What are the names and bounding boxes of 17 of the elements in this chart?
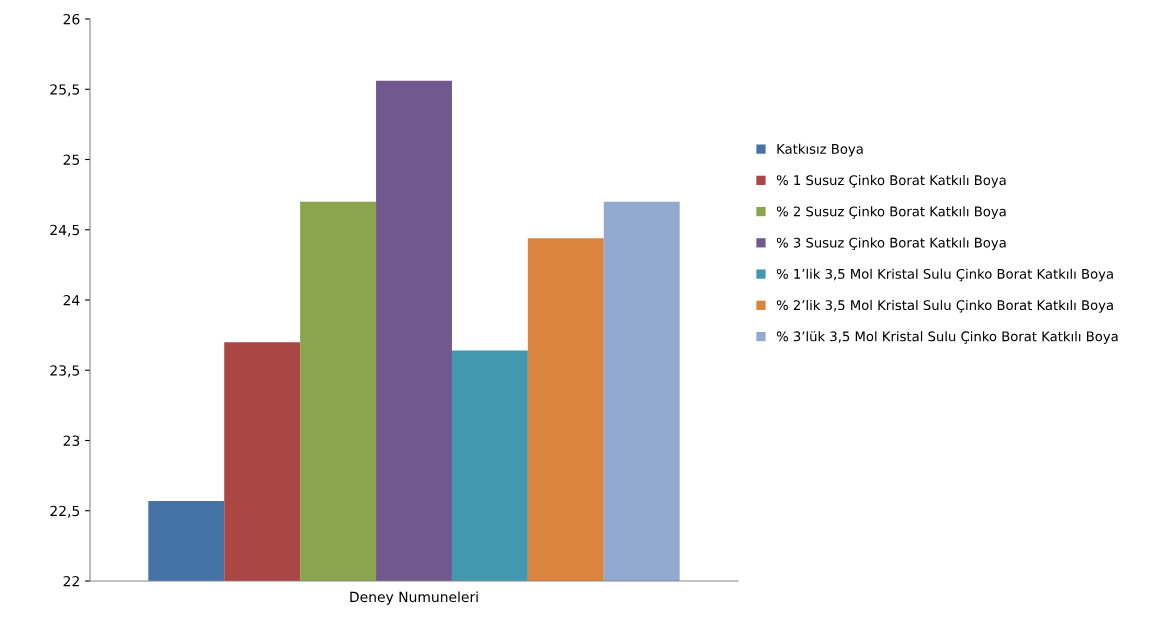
- legend-label: % 1 Susuz Çinko Borat Katkılı Boya: [776, 174, 1006, 188]
- y-tick-label: 25: [63, 154, 80, 165]
- legend-label: % 2’lik 3,5 Mol Kristal Sulu Çinko Borat Katkılı Boya: [776, 299, 1113, 313]
- y-tick-label: 26: [63, 13, 80, 25]
- x-axis-title: Deney Numuneleri: [350, 591, 478, 605]
- legend-label: % 3’lük 3,5 Mol Kristal Sulu Çinko Borat Katkılı Boya: [776, 331, 1118, 344]
- y-tick-label: 23: [63, 435, 80, 446]
- legend-label: % 2 Susuz Çinko Borat Katkılı Boya: [776, 206, 1006, 219]
- y-tick-label: 23,5: [50, 365, 80, 378]
- y-tick-label: 25,5: [50, 84, 80, 97]
- legend-label: % 3 Susuz Çinko Borat Katkılı Boya: [776, 237, 1006, 251]
- y-tick-label: 22,5: [50, 505, 80, 518]
- legend-label: Katkısız Boya: [777, 143, 863, 157]
- y-tick-label: 24,5: [50, 224, 80, 237]
- y-tick-label: 24: [63, 294, 80, 306]
- legend-label: % 1’lik 3,5 Mol Kristal Sulu Çinko Borat Katkılı Boya: [776, 268, 1113, 282]
- y-tick-label: 22: [63, 575, 79, 587]
